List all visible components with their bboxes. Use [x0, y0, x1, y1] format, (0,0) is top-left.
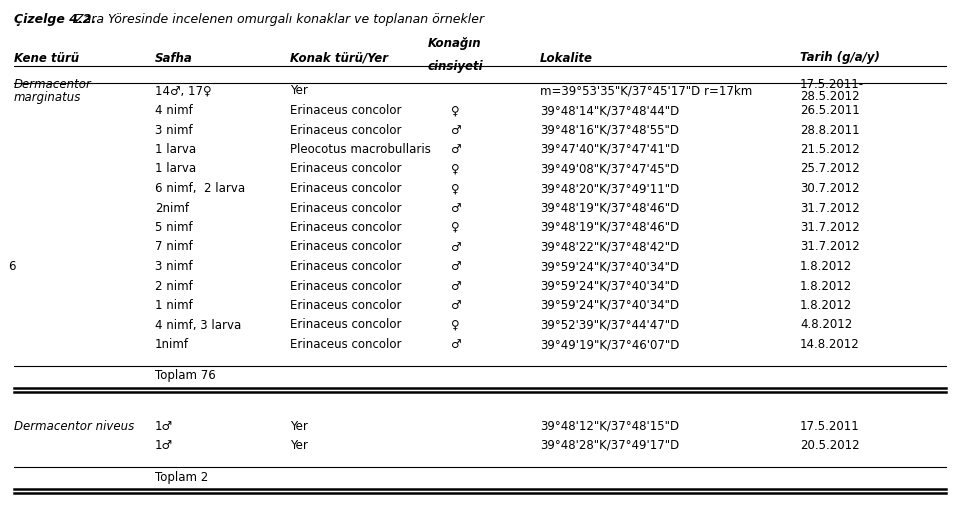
- Text: 39°48'20"K/37°49'11"D: 39°48'20"K/37°49'11"D: [540, 182, 680, 195]
- Text: 39°48'19"K/37°48'46"D: 39°48'19"K/37°48'46"D: [540, 202, 680, 214]
- Text: 28.8.2011: 28.8.2011: [800, 123, 859, 137]
- Text: 39°47'40"K/37°47'41"D: 39°47'40"K/37°47'41"D: [540, 143, 680, 156]
- Text: 17.5.2011-: 17.5.2011-: [800, 79, 864, 92]
- Text: Erinaceus concolor: Erinaceus concolor: [290, 319, 401, 332]
- Text: 31.7.2012: 31.7.2012: [800, 240, 860, 253]
- Text: Toplam 2: Toplam 2: [155, 470, 208, 483]
- Text: 39°48'12"K/37°48'15"D: 39°48'12"K/37°48'15"D: [540, 420, 679, 433]
- Text: ♂: ♂: [449, 338, 460, 351]
- Text: ♂: ♂: [449, 240, 460, 253]
- Text: Erinaceus concolor: Erinaceus concolor: [290, 202, 401, 214]
- Text: cinsiyeti: cinsiyeti: [427, 60, 483, 73]
- Text: 5 nimf: 5 nimf: [155, 221, 193, 234]
- Text: Erinaceus concolor: Erinaceus concolor: [290, 163, 401, 176]
- Text: ♂: ♂: [449, 143, 460, 156]
- Text: 26.5.2011: 26.5.2011: [800, 104, 860, 117]
- Text: 39°48'28"K/37°49'17"D: 39°48'28"K/37°49'17"D: [540, 439, 680, 452]
- Text: 2 nimf: 2 nimf: [155, 280, 193, 293]
- Text: Konak türü/Yer: Konak türü/Yer: [290, 51, 388, 65]
- Text: ♀: ♀: [450, 221, 459, 234]
- Text: Erinaceus concolor: Erinaceus concolor: [290, 280, 401, 293]
- Text: ♀: ♀: [450, 163, 459, 176]
- Text: 17.5.2011: 17.5.2011: [800, 420, 860, 433]
- Text: Erinaceus concolor: Erinaceus concolor: [290, 123, 401, 137]
- Text: Yer: Yer: [290, 420, 308, 433]
- Text: Dermacentor niveus: Dermacentor niveus: [14, 420, 134, 433]
- Text: 39°52'39"K/37°44'47"D: 39°52'39"K/37°44'47"D: [540, 319, 680, 332]
- Text: Toplam 76: Toplam 76: [155, 369, 216, 382]
- Text: 7 nimf: 7 nimf: [155, 240, 193, 253]
- Text: 21.5.2012: 21.5.2012: [800, 143, 860, 156]
- Text: 1.8.2012: 1.8.2012: [800, 280, 852, 293]
- Text: Erinaceus concolor: Erinaceus concolor: [290, 182, 401, 195]
- Text: 39°48'14"K/37°48'44"D: 39°48'14"K/37°48'44"D: [540, 104, 680, 117]
- Text: Erinaceus concolor: Erinaceus concolor: [290, 104, 401, 117]
- Text: 39°48'22"K/37°48'42"D: 39°48'22"K/37°48'42"D: [540, 240, 680, 253]
- Text: 1.8.2012: 1.8.2012: [800, 299, 852, 312]
- Text: 31.7.2012: 31.7.2012: [800, 202, 860, 214]
- Text: ♂: ♂: [449, 299, 460, 312]
- Text: Konağın: Konağın: [428, 37, 482, 50]
- Text: ♀: ♀: [450, 319, 459, 332]
- Text: m=39°53'35"K/37°45'17"D r=17km: m=39°53'35"K/37°45'17"D r=17km: [540, 84, 753, 97]
- Text: 4.8.2012: 4.8.2012: [800, 319, 852, 332]
- Text: 1 nimf: 1 nimf: [155, 299, 193, 312]
- Text: ♂: ♂: [449, 260, 460, 273]
- Text: Çizelge 4.2.: Çizelge 4.2.: [14, 13, 96, 26]
- Text: 6: 6: [8, 260, 15, 273]
- Text: 28.5.2012: 28.5.2012: [800, 91, 859, 104]
- Text: 25.7.2012: 25.7.2012: [800, 163, 860, 176]
- Text: 39°48'16"K/37°48'55"D: 39°48'16"K/37°48'55"D: [540, 123, 679, 137]
- Text: 1 larva: 1 larva: [155, 163, 196, 176]
- Text: Erinaceus concolor: Erinaceus concolor: [290, 299, 401, 312]
- Text: Yer: Yer: [290, 439, 308, 452]
- Text: Safha: Safha: [155, 51, 193, 65]
- Text: 39°59'24"K/37°40'34"D: 39°59'24"K/37°40'34"D: [540, 280, 679, 293]
- Text: 1nimf: 1nimf: [155, 338, 189, 351]
- Text: 3 nimf: 3 nimf: [155, 260, 193, 273]
- Text: 4 nimf: 4 nimf: [155, 104, 193, 117]
- Text: ♀: ♀: [450, 104, 459, 117]
- Text: 1♂: 1♂: [155, 420, 173, 433]
- Text: ♂: ♂: [449, 280, 460, 293]
- Text: 2nimf: 2nimf: [155, 202, 189, 214]
- Text: ♂: ♂: [449, 202, 460, 214]
- Text: 39°49'08"K/37°47'45"D: 39°49'08"K/37°47'45"D: [540, 163, 679, 176]
- Text: Yer: Yer: [290, 84, 308, 97]
- Text: Erinaceus concolor: Erinaceus concolor: [290, 221, 401, 234]
- Text: 3 nimf: 3 nimf: [155, 123, 193, 137]
- Text: 14.8.2012: 14.8.2012: [800, 338, 860, 351]
- Text: 1 larva: 1 larva: [155, 143, 196, 156]
- Text: 6 nimf,  2 larva: 6 nimf, 2 larva: [155, 182, 245, 195]
- Text: Erinaceus concolor: Erinaceus concolor: [290, 260, 401, 273]
- Text: ♂: ♂: [449, 123, 460, 137]
- Text: Lokalite: Lokalite: [540, 51, 593, 65]
- Text: 39°59'24"K/37°40'34"D: 39°59'24"K/37°40'34"D: [540, 260, 679, 273]
- Text: Erinaceus concolor: Erinaceus concolor: [290, 338, 401, 351]
- Text: 30.7.2012: 30.7.2012: [800, 182, 859, 195]
- Text: Pleocotus macrobullaris: Pleocotus macrobullaris: [290, 143, 431, 156]
- Text: 14♂, 17♀: 14♂, 17♀: [155, 84, 211, 97]
- Text: 4 nimf, 3 larva: 4 nimf, 3 larva: [155, 319, 241, 332]
- Text: 1♂: 1♂: [155, 439, 173, 452]
- Text: marginatus: marginatus: [14, 91, 82, 104]
- Text: Dermacentor: Dermacentor: [14, 79, 92, 92]
- Text: 31.7.2012: 31.7.2012: [800, 221, 860, 234]
- Text: 39°59'24"K/37°40'34"D: 39°59'24"K/37°40'34"D: [540, 299, 679, 312]
- Text: Kene türü: Kene türü: [14, 51, 79, 65]
- Text: Zara Yöresinde incelenen omurgalı konaklar ve toplanan örnekler: Zara Yöresinde incelenen omurgalı konakl…: [71, 13, 484, 26]
- Text: Erinaceus concolor: Erinaceus concolor: [290, 240, 401, 253]
- Text: 39°49'19"K/37°46'07"D: 39°49'19"K/37°46'07"D: [540, 338, 680, 351]
- Text: Tarih (g/a/y): Tarih (g/a/y): [800, 51, 880, 65]
- Text: 20.5.2012: 20.5.2012: [800, 439, 859, 452]
- Text: ♀: ♀: [450, 182, 459, 195]
- Text: 1.8.2012: 1.8.2012: [800, 260, 852, 273]
- Text: 39°48'19"K/37°48'46"D: 39°48'19"K/37°48'46"D: [540, 221, 680, 234]
